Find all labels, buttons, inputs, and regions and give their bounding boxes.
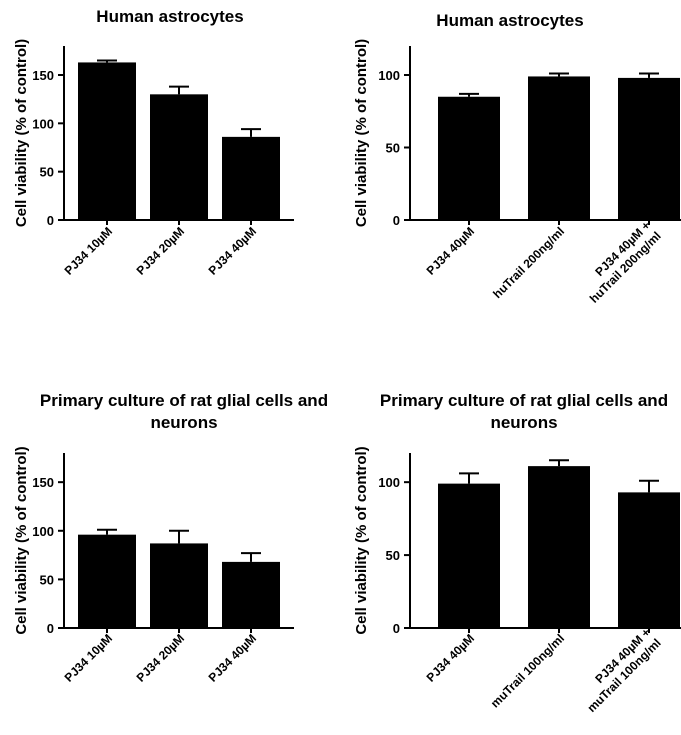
category-label: PJ34 40µM [424, 631, 477, 684]
category-label: PJ34 40µM [424, 224, 477, 277]
chart-panel-2: Human astrocytes 0 50 100 Cell viability (%… [340, 0, 681, 360]
category-label: PJ34 20µM [134, 224, 187, 277]
y-tick-label: 100 [378, 475, 400, 490]
bar [438, 96, 500, 220]
y-tick-label: 0 [47, 621, 54, 636]
y-axis-label: Cell viability (% of control) [353, 446, 370, 634]
bar [222, 561, 280, 628]
y-tick-label: 50 [386, 141, 400, 156]
chart-title: Primary culture of rat glial cells and n… [379, 391, 669, 432]
y-tick-label: 100 [378, 68, 400, 83]
y-tick-label: 100 [32, 524, 54, 539]
y-tick-label: 0 [393, 621, 400, 636]
category-label: PJ34 40µM +muTrail 100ng/ml [574, 625, 664, 715]
bar-chart: 0 50 100 Cell viability (% of control) PJ34 … [353, 39, 681, 306]
y-tick-label: 150 [32, 475, 54, 490]
y-axis-label: Cell viability (% of control) [13, 446, 30, 634]
category-label: PJ34 40µM [206, 224, 259, 277]
category-label: PJ34 40µM +huTrail 200ng/ml [576, 218, 663, 305]
category-label: huTrail 200ng/ml [490, 224, 567, 301]
chart-title: Human astrocytes [96, 7, 244, 26]
category-label: PJ34 10µM [62, 224, 115, 277]
y-tick-label: 50 [40, 572, 54, 587]
chart-title: Human astrocytes [436, 11, 584, 30]
bar [618, 492, 680, 628]
category-label: PJ34 40µM [206, 631, 259, 684]
bar [78, 534, 136, 628]
bar [528, 76, 590, 220]
category-label: muTrail 100ng/ml [488, 631, 567, 710]
bar [150, 543, 208, 628]
chart-panel-3: Primary culture of rat glial cells and n… [0, 368, 340, 735]
bar-chart: 0 50 100 Cell viability (% of control) PJ34 … [353, 446, 681, 715]
category-label: PJ34 20µM [134, 631, 187, 684]
y-tick-label: 150 [32, 68, 54, 83]
bar [438, 483, 500, 628]
chart-panel-1: Human astrocytes 0 50 100 150 Cell viability… [0, 0, 340, 360]
bar [222, 136, 280, 220]
y-tick-label: 50 [386, 548, 400, 563]
y-axis-label: Cell viability (% of control) [13, 39, 30, 227]
bar [528, 466, 590, 628]
bar [618, 77, 680, 221]
chart-title: Primary culture of rat glial cells and n… [39, 391, 329, 432]
bar [78, 62, 136, 220]
chart-panel-4: Primary culture of rat glial cells and n… [340, 368, 681, 735]
y-axis-label: Cell viability (% of control) [353, 39, 370, 227]
bar [150, 94, 208, 220]
y-tick-label: 50 [40, 165, 54, 180]
y-tick-label: 0 [47, 213, 54, 228]
y-tick-label: 0 [393, 213, 400, 228]
y-tick-label: 100 [32, 116, 54, 131]
category-label: PJ34 10µM [62, 631, 115, 684]
